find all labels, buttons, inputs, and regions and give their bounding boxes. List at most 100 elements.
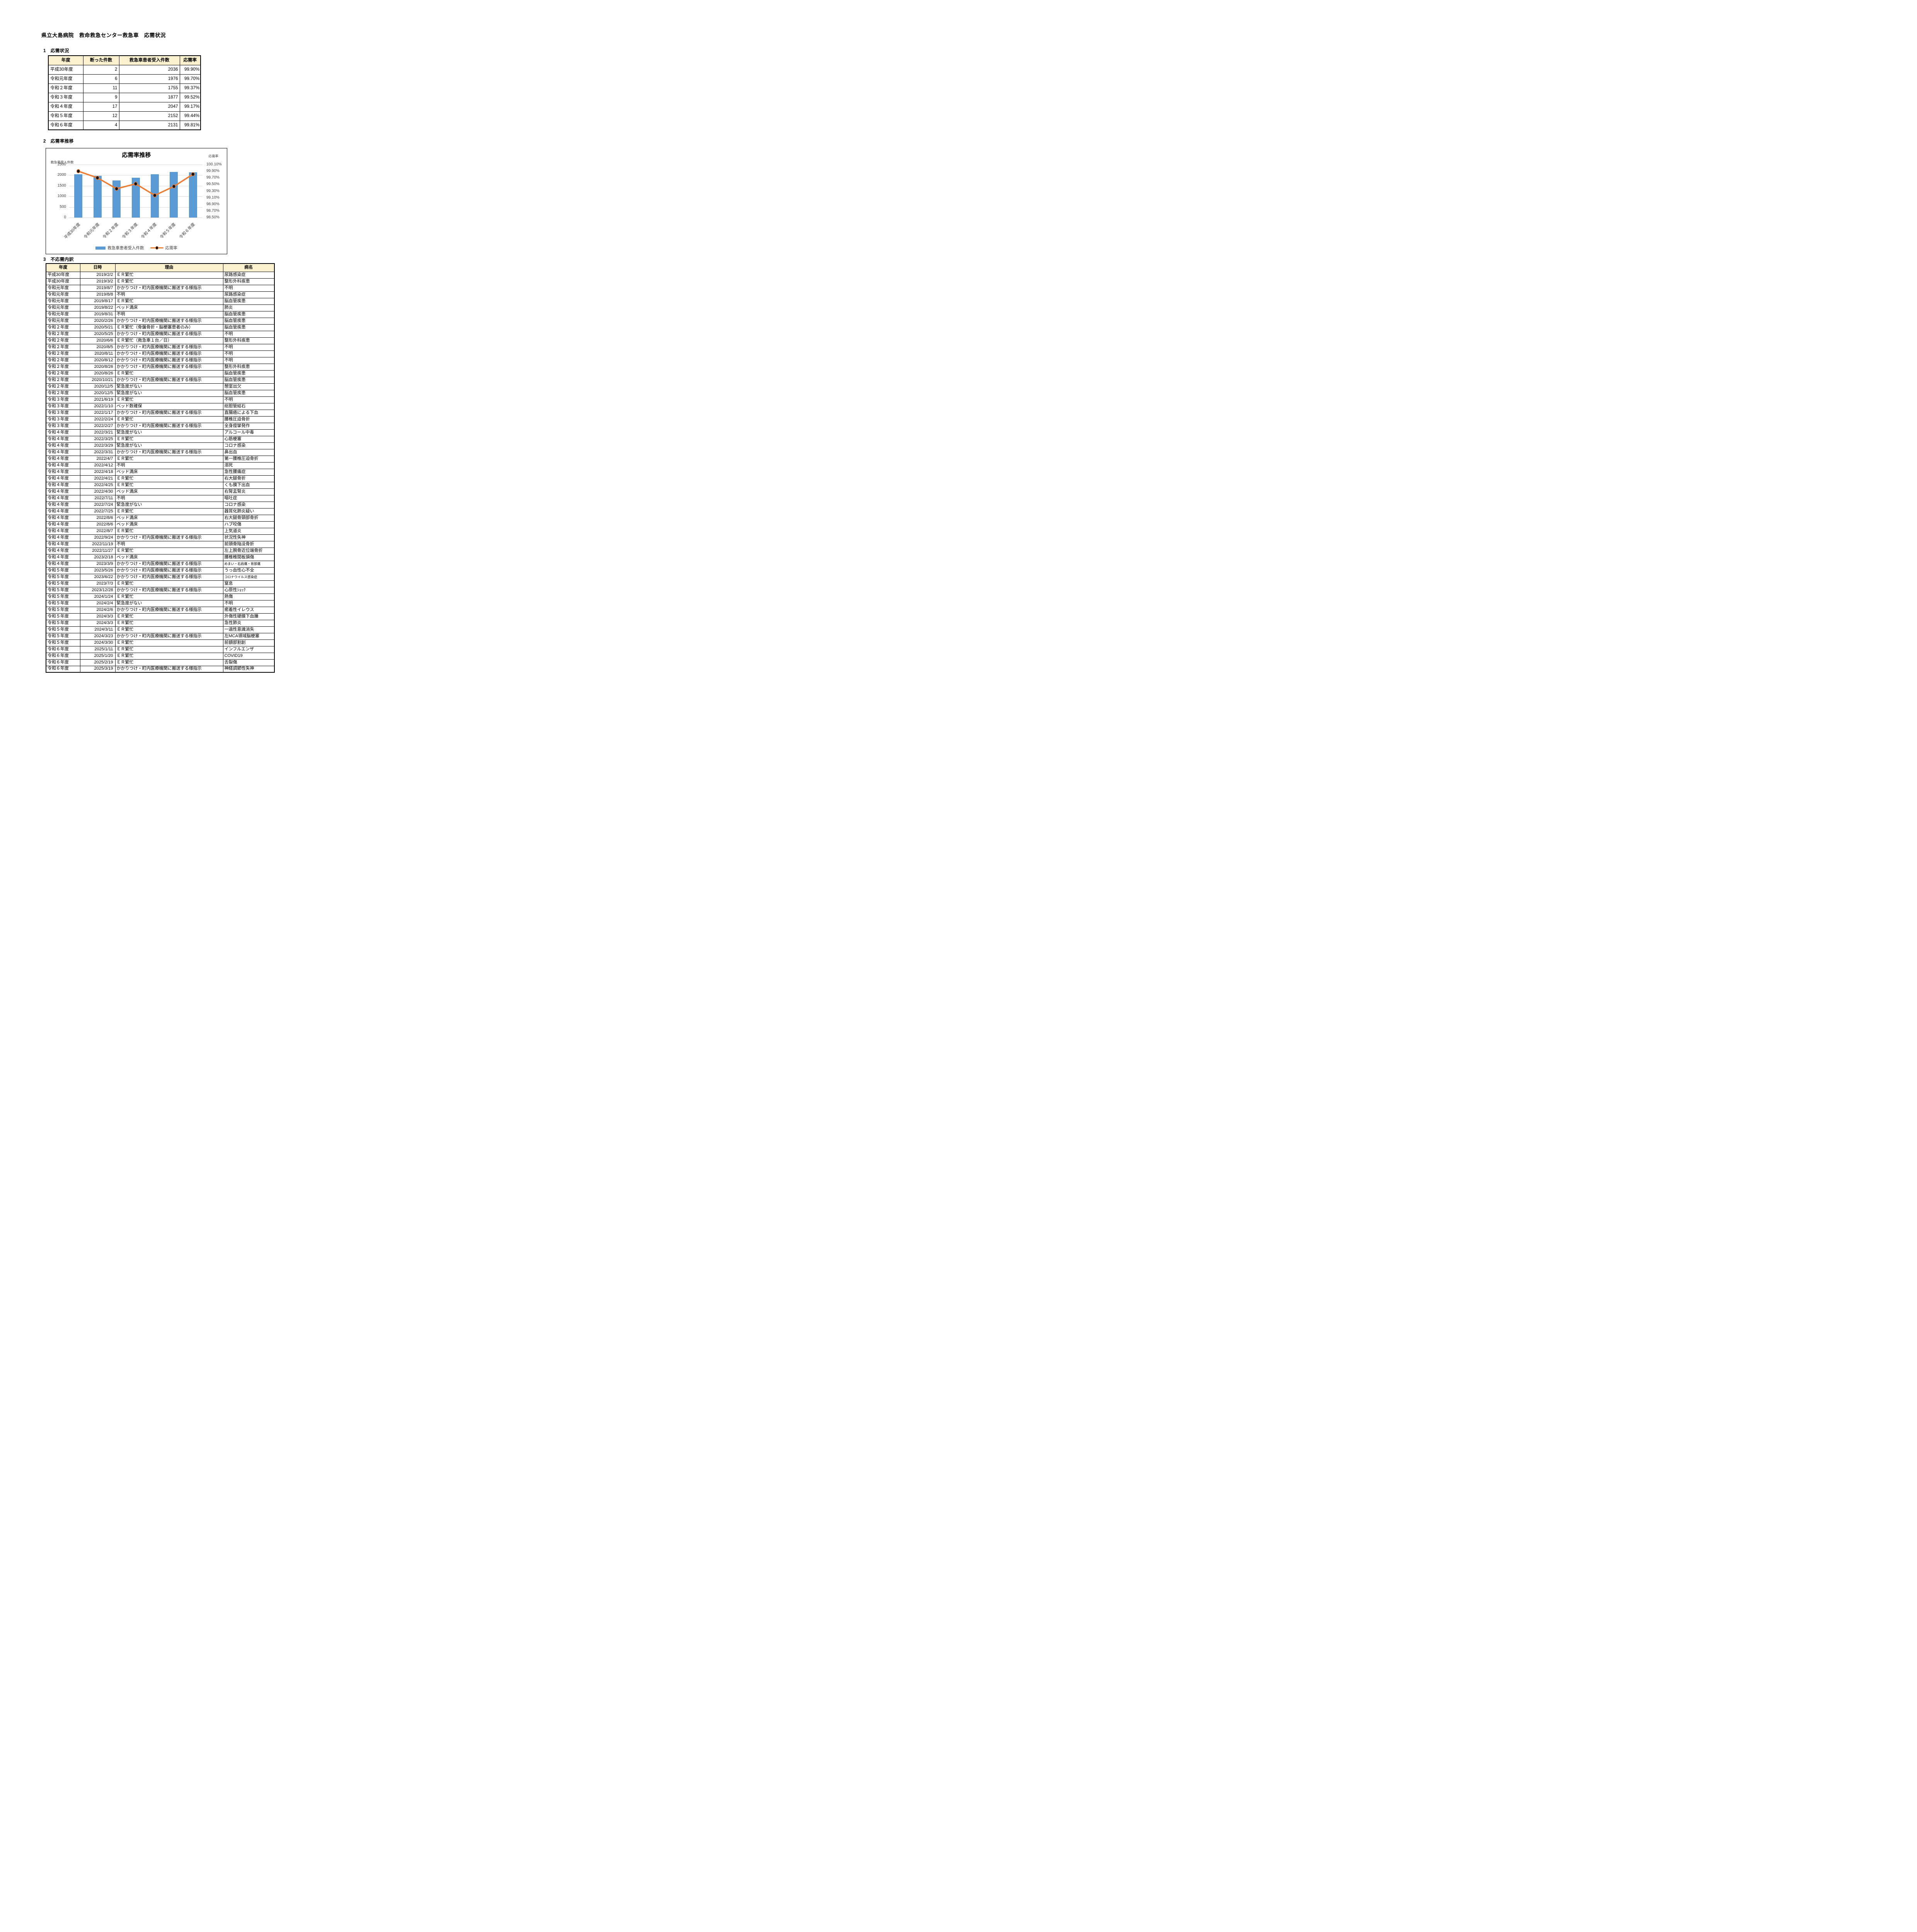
right-tick-label: 99.10% (206, 195, 220, 200)
reason-cell: ＥＲ繁忙 (115, 646, 223, 653)
reason-cell: 緊急度がない (115, 501, 223, 509)
disease-cell: 右大腿骨折 (223, 475, 275, 482)
disease-cell: 外傷性硬膜下血腫 (223, 613, 275, 620)
year-cell: 令和４年度 (46, 455, 80, 463)
year-cell: 令和元年度 (46, 298, 80, 305)
reason-cell: 緊急度がない (115, 600, 223, 607)
year-cell: 令和５年度 (46, 573, 80, 581)
date-cell: 2020/8/12 (80, 357, 116, 364)
bar (112, 180, 121, 218)
legend-label-bars: 救急車患者受入件数 (107, 246, 144, 250)
table-row: 令和元年度 2019/8/31 不明 脳血管疾患 (46, 311, 275, 318)
disease-cell: 尿路感染症 (223, 271, 275, 279)
table-row: 令和２年度 2020/12/5 緊急度がない 憩室出欠 (46, 383, 275, 390)
table-row: 令和２年度 2020/12/5 緊急度がない 脳血管疾患 (46, 389, 275, 397)
reason-cell: ＥＲ繁忙 (115, 626, 223, 633)
table-row: 令和元年度 2019/8/22 ベッド満床 肺炎 (46, 304, 275, 311)
table-row: 令和６年度 2025/1/11 ＥＲ繁忙 インフルエンザ (46, 646, 275, 653)
reason-cell: かかりつけ・町内医療機関に搬送する様指示 (115, 422, 223, 430)
rate-trend-chart: 応需率推移 救急車受入件数 応需率 2500 2000 1500 1000 500 0 10… (46, 148, 227, 254)
table-row: 令和５年度 2024/3/30 ＥＲ繁忙 前額部割創 (46, 639, 275, 646)
section2-heading: 2 応需率推移 (43, 139, 74, 144)
disease-cell: 不明 (223, 600, 275, 607)
date-cell: 2020/5/21 (80, 324, 116, 331)
col-header-accepted: 救急車患者受入件数 (119, 55, 180, 65)
line-series-swatch (150, 246, 163, 250)
date-cell: 2022/7/25 (80, 508, 116, 515)
rate-marker (114, 187, 119, 191)
disease-cell: くも膜下出血 (223, 481, 275, 489)
date-cell: 2020/8/11 (80, 350, 116, 357)
reason-cell: ＥＲ繁忙 (115, 593, 223, 600)
section3-heading: 3 不応需内訳 (43, 257, 74, 262)
legend-item-bars: 救急車患者受入件数 (95, 245, 144, 251)
y-tick-label: 500 (60, 204, 66, 209)
table-row: 令和元年度 2019/8/8 不明 尿路感染症 (46, 291, 275, 298)
disease-cell: アルコール中毒 (223, 429, 275, 436)
reason-cell: ＥＲ繁忙 (115, 619, 223, 627)
date-cell: 2022/4/30 (80, 488, 116, 495)
disease-cell: 舌裂傷 (223, 659, 275, 666)
table-row: 平成30年度 2019/3/2 ＥＲ繁忙 整形外科疾患 (46, 278, 275, 285)
table-row: 令和５年度 2024/3/3 ＥＲ繁忙 外傷性硬膜下血腫 (46, 613, 275, 620)
right-tick-label: 98.70% (206, 208, 220, 213)
year-cell: 令和４年度 (46, 547, 80, 554)
accepted-count-cell: 2131 (119, 120, 180, 130)
table-row: 令和４年度 2022/3/31 かかりつけ・町内医療機関に搬送する様指示 鼻出血 (46, 449, 275, 456)
bar (131, 178, 140, 218)
year-cell: 平成30年度 (46, 271, 80, 279)
reason-cell: ベッド満床 (115, 488, 223, 495)
table-row: 令和５年度 2024/3/3 ＥＲ繁忙 急性肺炎 (46, 619, 275, 627)
date-cell: 2019/2/2 (80, 271, 116, 279)
reason-cell: かかりつけ・町内医療機関に搬送する様指示 (115, 317, 223, 325)
year-cell: 令和４年度 (46, 501, 80, 509)
reason-cell: 緊急度がない (115, 389, 223, 397)
table-row: 令和４年度 2022/8/7 ＥＲ繁忙 上気道炎 (46, 527, 275, 535)
year-cell: 令和６年度 (46, 665, 80, 673)
date-cell: 2022/8/6 (80, 521, 116, 528)
table-row: 平成30年度 2 2036 99.90% (48, 65, 201, 75)
table-row: 令和５年度 2023/6/22 かかりつけ・町内医療機関に搬送する様指示 コロナウイル… (46, 573, 275, 581)
reason-cell: ＥＲ繁忙 (115, 652, 223, 660)
col-header-year: 年度 (46, 263, 80, 272)
table-row: 令和元年度 2019/8/7 かかりつけ・町内医療機関に搬送する様指示 不明 (46, 284, 275, 292)
reason-cell: ＥＲ繁忙 (115, 396, 223, 403)
x-category-label: 令和４年度 (140, 222, 158, 240)
disease-cell: 一過性意識消失 (223, 626, 275, 633)
table-row: 令和４年度 2022/8/6 ベッド満床 右大腿骨頸部骨折 (46, 514, 275, 522)
reason-cell: ＥＲ繁忙（骨盤骨折・脳梗塞患者のみ） (115, 324, 223, 331)
reason-cell: かかりつけ・町内医療機関に搬送する様指示 (115, 633, 223, 640)
table-row: 令和３年度 2021/6/19 ＥＲ繁忙 不明 (46, 396, 275, 403)
rate-cell: 99.44% (179, 111, 201, 121)
y-tick-label: 2000 (57, 173, 66, 177)
disease-cell: 全身痙攣発作 (223, 422, 275, 430)
reason-cell: ＥＲ繁忙 (115, 370, 223, 377)
reason-cell: ＥＲ繁忙 (115, 435, 223, 443)
disease-cell: 前額部割創 (223, 639, 275, 646)
reason-cell: かかりつけ・町内医療機関に搬送する様指示 (115, 449, 223, 456)
year-cell: 令和２年度 (46, 383, 80, 390)
reason-cell: ＥＲ繁忙 (115, 580, 223, 587)
right-tick-label: 99.70% (206, 175, 220, 180)
x-category-label: 平成30年度 (63, 222, 82, 240)
reason-cell: 緊急度がない (115, 442, 223, 449)
reason-cell: かかりつけ・町内医療機関に搬送する様指示 (115, 567, 223, 574)
year-cell: 令和４年度 (46, 481, 80, 489)
table-row: 令和５年度 2024/2/6 かかりつけ・町内医療機関に搬送する様指示 癒着性イレウス (46, 606, 275, 614)
x-category-label: 令和２年度 (102, 222, 120, 240)
refusal-detail-table: 年度 日時 理由 病名 平成30年度 2019/2/2 ＥＲ繁忙 尿路感染症 平成30年… (46, 263, 275, 673)
disease-cell: 右腎盂腎炎 (223, 488, 275, 495)
bar (170, 172, 178, 218)
date-cell: 2024/2/4 (80, 600, 116, 607)
disease-cell: 急性腰痛症 (223, 468, 275, 476)
disease-cell: 憩室出欠 (223, 383, 275, 390)
year-cell: 平成30年度 (48, 65, 83, 75)
refused-count-cell: 2 (83, 65, 119, 75)
year-cell: 令和５年度 (46, 593, 80, 600)
reason-cell: 緊急度がない (115, 429, 223, 436)
table-header-row: 年度 日時 理由 病名 (46, 263, 275, 272)
date-cell: 2024/3/3 (80, 619, 116, 627)
year-cell: 令和元年度 (46, 284, 80, 292)
disease-cell: 脳血管疾患 (223, 317, 275, 325)
disease-cell: 不明 (223, 330, 275, 338)
